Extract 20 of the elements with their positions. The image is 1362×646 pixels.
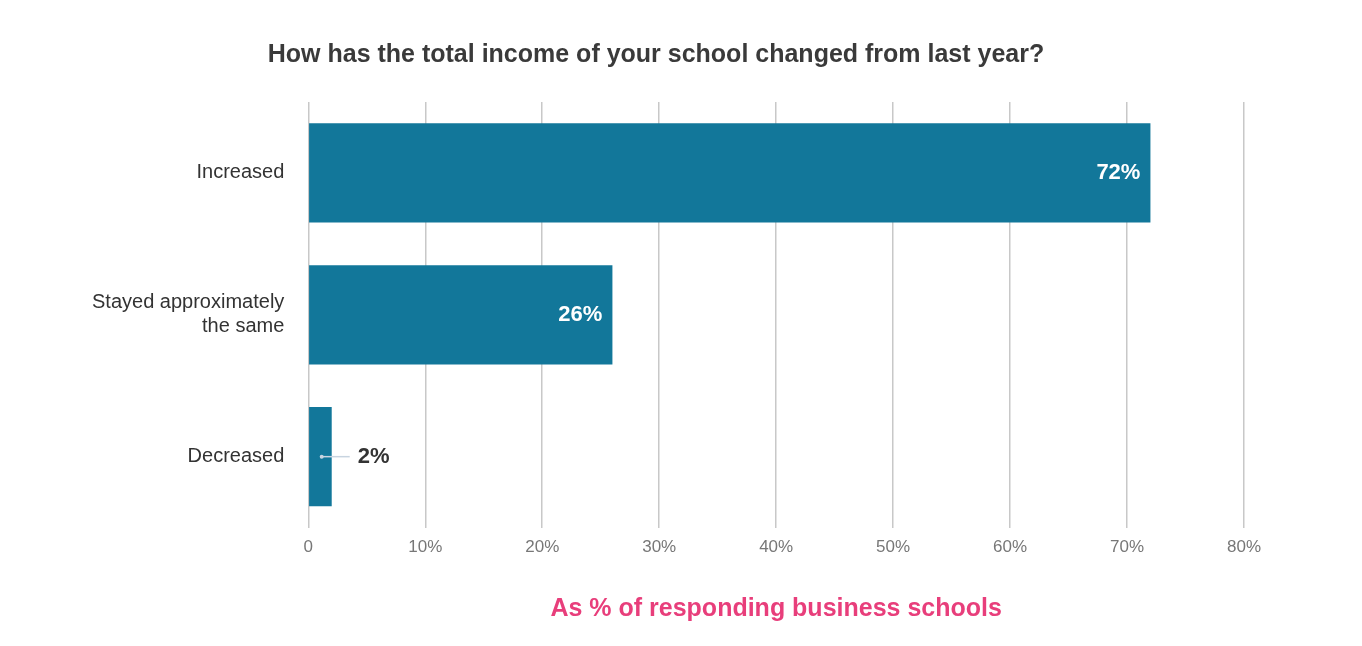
y-tick-label: Decreased	[187, 444, 285, 467]
bar	[309, 123, 1151, 223]
data-label: 2%	[357, 442, 390, 468]
x-tick-label: 80%	[1226, 537, 1262, 557]
bar	[309, 265, 613, 365]
x-tick-label: 70%	[1110, 537, 1145, 557]
x-axis-title: As % of responding business schools	[550, 592, 1002, 621]
y-tick-label: Increased	[196, 160, 285, 183]
y-tick-label: Stayed approximately the same	[92, 290, 285, 337]
data-label: 26%	[558, 300, 603, 326]
data-label: 72%	[1096, 159, 1141, 184]
x-tick-label: 60%	[993, 537, 1028, 557]
x-tick-label: 30%	[642, 537, 677, 557]
x-tick-label: 20%	[525, 537, 560, 557]
x-tick-label: 50%	[876, 537, 911, 557]
x-tick-label: 40%	[759, 537, 794, 557]
bar	[309, 407, 332, 507]
chart-title: How has the total income of your school changed from last year?	[267, 38, 1045, 67]
x-tick-label: 10%	[408, 537, 443, 557]
x-tick-label: 0	[303, 537, 314, 557]
